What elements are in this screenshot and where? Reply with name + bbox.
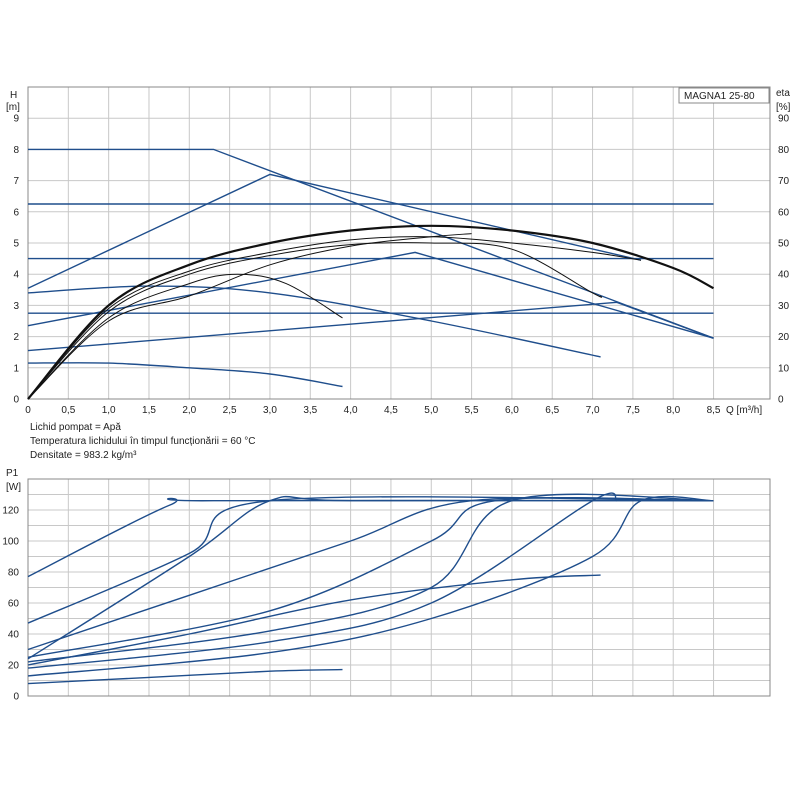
q-tick-label: 3,0 [263,405,277,416]
efficiency-curve-0 [27,224,714,400]
power-curve-6 [27,492,618,669]
head-tick-label: 4 [13,270,19,281]
q-tick-label: 1,0 [102,405,116,416]
head-curve-7 [27,285,601,358]
q-tick-label: 2,0 [182,405,196,416]
fluid-info-temperature: Temperatura lichidului în timpul funcțio… [30,436,256,447]
power-chart-ticks: 0 20 40 60 80 100 120 [2,506,19,703]
efficiency-curve-1 [27,236,642,400]
head-curve-5 [27,251,714,339]
head-chart-ticks: 0 0,5 1,0 1,5 2,0 2,5 3,0 3,5 4,0 4,5 5,0 5,5 6,0 6,5… [13,114,789,416]
eta-tick-label: 20 [778,332,790,343]
power-curve-8 [27,574,601,666]
head-tick-label: 8 [13,145,19,156]
power-curve-2 [27,495,714,660]
q-tick-label: 0 [25,405,31,416]
eta-tick-label: 30 [778,301,790,312]
q-tick-label: 3,5 [303,405,317,416]
q-tick-label: 6,5 [545,405,559,416]
efficiency-curve-2 [27,242,603,400]
head-curve-6 [27,301,714,352]
power-curve-4 [27,497,714,658]
eta-tick-label: 80 [778,145,790,156]
q-tick-label: 8,5 [707,405,721,416]
head-chart-frame [27,86,771,400]
eta-axis-unit: [%] [776,102,791,113]
q-tick-label: 7,5 [626,405,640,416]
q-tick-label: 0,5 [61,405,75,416]
power-axis-label: P1 [6,468,19,479]
head-tick-label: 7 [13,176,19,187]
power-chart-grid [28,479,770,696]
q-tick-label: 4,0 [344,405,358,416]
head-axis-label: H [10,90,17,101]
head-curves [27,148,714,400]
head-tick-label: 3 [13,301,19,312]
power-tick-label: 40 [8,630,20,641]
eta-tick-label: 90 [778,114,790,125]
head-curve-0 [28,148,714,339]
eta-tick-label: 10 [778,363,790,374]
q-tick-label: 5,0 [424,405,438,416]
power-curve-5 [27,493,714,663]
efficiency-curve-4 [27,233,472,400]
model-label: MAGNA1 25-80 [684,91,755,102]
head-tick-label: 0 [13,395,19,406]
fluid-info-pumped: Lichid pompat = Apă [30,422,121,433]
q-tick-label: 1,5 [142,405,156,416]
power-tick-label: 120 [2,506,19,517]
power-tick-label: 80 [8,568,20,579]
power-tick-label: 100 [2,537,19,548]
eta-tick-label: 0 [778,395,784,406]
efficiency-curve-3 [27,273,343,400]
q-tick-label: 4,5 [384,405,398,416]
head-tick-label: 1 [13,363,19,374]
head-tick-label: 2 [13,332,19,343]
power-axis-unit: [W] [6,482,21,493]
power-curve-3 [27,497,714,651]
power-tick-label: 0 [13,692,19,703]
eta-axis-label: eta [776,88,790,99]
head-tick-label: 6 [13,207,19,218]
q-tick-label: 6,0 [505,405,519,416]
q-tick-label: 2,5 [223,405,237,416]
eta-tick-label: 40 [778,270,790,281]
power-curve-7 [27,495,714,677]
fluid-info-density: Densitate = 983.2 kg/m³ [30,450,137,461]
eta-tick-label: 70 [778,176,790,187]
q-tick-label: 5,5 [465,405,479,416]
eta-tick-label: 50 [778,239,790,250]
head-tick-label: 9 [13,114,19,125]
power-curve-1 [27,496,714,624]
power-curves [27,492,714,685]
head-curve-8 [27,362,343,388]
eta-tick-label: 60 [778,207,790,218]
model-label-box [678,87,770,104]
power-tick-label: 20 [8,661,20,672]
power-curve-9 [27,668,343,685]
q-tick-label: 8,0 [666,405,680,416]
power-chart-frame [27,478,771,697]
q-tick-label: 7,0 [586,405,600,416]
power-tick-label: 60 [8,599,20,610]
head-tick-label: 5 [13,239,19,250]
head-axis-unit: [m] [6,102,20,113]
q-axis-label: Q [m³/h] [726,405,762,416]
